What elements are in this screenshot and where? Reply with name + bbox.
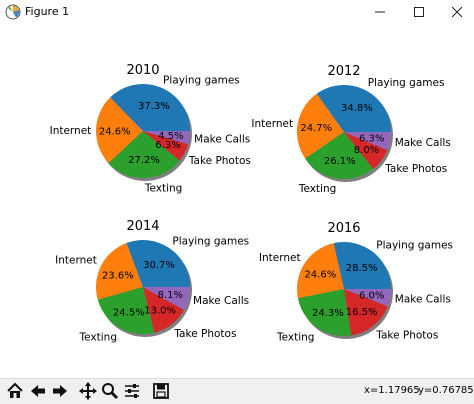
pct-label-texting: 24.5%	[113, 307, 145, 318]
category-label-playing-games: Playing games	[376, 240, 453, 252]
pct-label-internet: 24.6%	[99, 126, 131, 137]
pie-chart-2012: 2012 34.8% Playing games 24.7% Internet 26.1%…	[251, 64, 450, 195]
category-label-texting: Texting	[276, 331, 314, 343]
figure-canvas[interactable]: 2010 37.3% Playing games 24.6% Internet 27.2%…	[0, 24, 474, 378]
pct-label-playing-games: 37.3%	[138, 101, 170, 112]
pie-slice-playing-games	[316, 84, 392, 132]
pct-label-take-photos: 13.0%	[144, 305, 176, 316]
pan-button[interactable]	[77, 380, 99, 402]
pct-label-playing-games: 34.8%	[341, 103, 373, 114]
pie-chart-2014: 2014 30.7% Playing games 23.6% Internet 24.5%…	[55, 219, 249, 344]
pie-slice-make-calls	[344, 132, 391, 151]
category-label-texting: Texting	[79, 332, 117, 344]
category-label-make-calls: Make Calls	[193, 295, 249, 307]
pie-slice-take-photos	[143, 131, 189, 161]
pct-label-take-photos: 6.3%	[155, 140, 180, 151]
forward-button[interactable]	[49, 380, 71, 402]
save-button[interactable]	[150, 380, 172, 402]
pie-chart-2010: 2010 37.3% Playing games 24.6% Internet 27.2%…	[50, 63, 251, 195]
category-label-playing-games: Playing games	[172, 235, 249, 247]
chart-title: 2012	[327, 64, 360, 79]
pie-slice-internet	[297, 243, 344, 299]
category-label-take-photos: Take Photos	[188, 155, 251, 167]
category-label-make-calls: Make Calls	[395, 294, 451, 306]
category-label-playing-games: Playing games	[163, 74, 240, 86]
category-label-take-photos: Take Photos	[375, 329, 438, 341]
category-label-playing-games: Playing games	[368, 77, 445, 89]
pie-slice-internet	[96, 243, 143, 300]
category-label-internet: Internet	[55, 255, 97, 267]
pct-label-internet: 24.6%	[304, 270, 336, 281]
pie-slice-internet	[96, 97, 143, 164]
category-label-internet: Internet	[251, 118, 293, 130]
pct-label-texting: 26.1%	[324, 156, 356, 167]
back-button[interactable]	[27, 380, 49, 402]
category-label-make-calls: Make Calls	[194, 133, 250, 145]
pct-label-playing-games: 30.7%	[143, 260, 175, 271]
chart-title: 2010	[126, 63, 159, 78]
maximize-button[interactable]	[400, 0, 438, 24]
pct-label-internet: 23.6%	[102, 270, 134, 281]
pie-slice-make-calls	[143, 131, 190, 145]
pie-slice-take-photos	[344, 132, 388, 169]
category-label-internet: Internet	[50, 125, 92, 137]
pie-slice-take-photos	[143, 287, 185, 333]
minimize-icon	[375, 11, 385, 13]
pie-slice-playing-games	[126, 239, 190, 287]
pie-slice-texting	[97, 287, 155, 334]
category-label-texting: Texting	[298, 183, 336, 195]
back-arrow-icon	[31, 385, 45, 397]
pie-slice-playing-games	[333, 242, 391, 289]
pct-label-make-calls: 6.0%	[359, 290, 384, 301]
pct-label-take-photos: 16.5%	[346, 307, 378, 318]
maximize-icon	[414, 7, 424, 17]
matplotlib-app-icon	[5, 4, 21, 20]
pie-slice-make-calls	[143, 287, 190, 310]
close-icon	[452, 7, 462, 17]
forward-arrow-icon	[53, 385, 67, 397]
cursor-x-readout: x=1.17965	[364, 385, 420, 396]
window-title: Figure 1	[25, 5, 70, 18]
category-label-take-photos: Take Photos	[173, 328, 236, 340]
pct-label-make-calls: 6.3%	[359, 134, 384, 145]
pct-label-take-photos: 8.0%	[354, 145, 379, 156]
pie-slice-texting	[297, 289, 352, 336]
pct-label-texting: 24.3%	[312, 308, 344, 319]
pct-label-make-calls: 8.1%	[158, 290, 183, 301]
close-button[interactable]	[438, 0, 474, 24]
pie-slice-take-photos	[344, 289, 388, 336]
category-label-texting: Texting	[144, 183, 182, 195]
pie-slice-make-calls	[344, 289, 391, 307]
pct-label-internet: 24.7%	[300, 123, 332, 134]
pie-slice-texting	[108, 131, 180, 179]
home-icon	[7, 382, 23, 398]
cursor-y-readout: y=0.767857	[418, 385, 474, 396]
pan-icon	[79, 382, 97, 400]
configure-subplots-icon	[125, 384, 139, 398]
pie-slice-texting	[305, 132, 374, 179]
category-label-make-calls: Make Calls	[395, 137, 451, 149]
configure-subplots-button[interactable]	[121, 380, 143, 402]
navigation-toolbar: x=1.17965 y=0.767857	[0, 378, 474, 404]
pie-slice-playing-games	[110, 84, 190, 131]
title-bar: Figure 1	[0, 0, 474, 24]
zoom-button[interactable]	[99, 380, 121, 402]
zoom-icon	[102, 383, 119, 400]
pie-slice-internet	[297, 93, 344, 159]
chart-title: 2014	[126, 219, 159, 234]
pct-label-texting: 27.2%	[128, 155, 160, 166]
category-label-take-photos: Take Photos	[384, 163, 447, 175]
home-button[interactable]	[4, 380, 26, 402]
minimize-button[interactable]	[361, 0, 399, 24]
save-icon	[153, 383, 169, 399]
pct-label-playing-games: 28.5%	[346, 263, 378, 274]
pie-chart-2016: 2016 28.5% Playing games 24.6%Internet 24.3%…	[259, 221, 453, 343]
chart-title: 2016	[327, 221, 360, 236]
pct-label-make-calls: 4.5%	[158, 131, 183, 142]
category-label-internet: Internet	[259, 252, 301, 264]
